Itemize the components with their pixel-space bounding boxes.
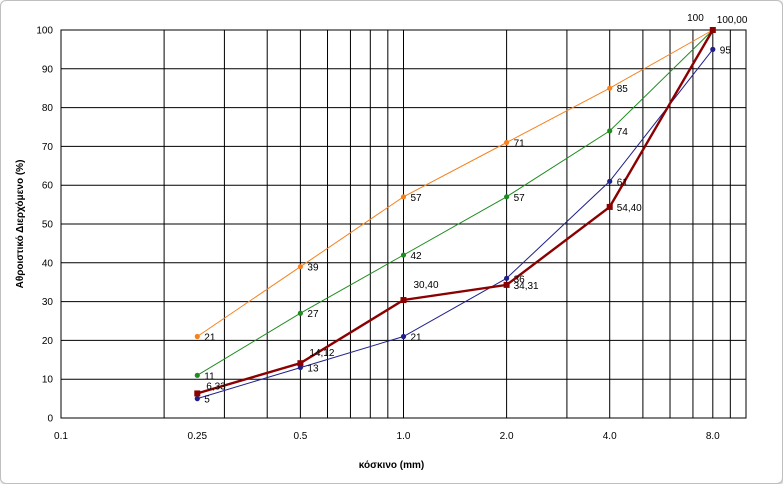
x-axis-ticks: 0.1 0.25 0.5 1.0 2.0 4.0 8.0: [54, 431, 720, 442]
data-point: [709, 27, 716, 33]
data-point: [194, 333, 200, 340]
data-point: [710, 46, 716, 53]
data-point: [297, 264, 303, 270]
y-tick-label: 60: [42, 181, 54, 192]
x-tick-label: 0.25: [188, 431, 208, 442]
plot-area: [60, 29, 747, 419]
data-label: 74: [617, 127, 629, 138]
data-label: 14,12: [309, 348, 334, 359]
x-tick-label: 8.0: [706, 431, 720, 442]
series-line: [196, 29, 714, 395]
data-label: 39: [307, 263, 319, 274]
data-label: 30,40: [414, 280, 439, 291]
data-label: 21: [204, 333, 216, 344]
y-tick-label: 70: [42, 142, 54, 153]
data-label: 100,00: [717, 15, 748, 26]
data-point: [504, 139, 510, 146]
series-1: [194, 27, 716, 340]
data-point: [400, 297, 407, 304]
data-label: 42: [411, 251, 423, 262]
x-tick-label: 2.0: [500, 431, 514, 442]
data-point: [504, 275, 510, 281]
data-point: [606, 203, 613, 210]
data-label: 34,31: [514, 281, 539, 292]
y-tick-label: 80: [42, 103, 54, 114]
series-line: [197, 29, 714, 337]
data-label: 71: [514, 139, 526, 150]
data-label: 61: [617, 177, 629, 188]
y-tick-label: 100: [36, 26, 53, 37]
data-point: [504, 194, 510, 200]
data-label: 95: [720, 45, 732, 56]
x-tick-label: 1.0: [397, 431, 411, 442]
x-axis-title: κόσκινο (mm): [359, 460, 424, 471]
data-label: 57: [411, 193, 423, 204]
data-point: [607, 128, 613, 134]
data-labels: 21 39 57 71 85 100 11 27 42 57 74 5 13 21 36 61 95 6,33 14…: [204, 13, 748, 406]
data-label: 5: [204, 395, 210, 406]
y-tick-label: 90: [42, 64, 54, 75]
y-tick-label: 30: [42, 297, 54, 308]
series-line: [197, 49, 714, 400]
y-tick-label: 50: [42, 220, 54, 231]
data-point: [400, 194, 407, 200]
data-label: 13: [307, 364, 319, 375]
y-tick-label: 10: [42, 375, 54, 386]
series-3: [194, 46, 716, 402]
data-label: 27: [307, 309, 319, 320]
data-point: [297, 364, 303, 371]
data-point: [607, 85, 613, 91]
series-4: [194, 27, 716, 397]
data-label: 57: [514, 193, 526, 204]
y-tick-label: 20: [42, 336, 54, 347]
data-point: [400, 333, 407, 340]
series-2: [194, 27, 716, 378]
data-point: [503, 281, 510, 288]
data-point: [194, 372, 200, 378]
series-line: [197, 29, 714, 376]
y-tick-label: 0: [47, 414, 53, 425]
data-label: 54,40: [617, 203, 642, 214]
data-point: [297, 310, 303, 316]
data-label: 21: [411, 333, 423, 344]
x-tick-label: 4.0: [603, 431, 617, 442]
data-point: [607, 178, 613, 184]
y-axis-ticks: 0 10 20 30 40 50 60 70 80 90 100: [36, 26, 53, 425]
data-point: [400, 252, 407, 258]
grid: [61, 29, 746, 419]
data-point: [194, 390, 201, 397]
data-label: 6,33: [206, 381, 226, 392]
x-tick-label: 0.5: [293, 431, 307, 442]
data-point: [297, 360, 304, 367]
y-tick-label: 40: [42, 258, 54, 269]
x-tick-label: 0.1: [54, 431, 68, 442]
series: [194, 27, 716, 402]
data-label: 100: [687, 13, 704, 24]
y-axis-title: Αθροιστικό Διερχόμενο (%): [15, 160, 26, 289]
data-label: 85: [617, 84, 629, 95]
data-point: [194, 396, 200, 402]
data-label: 36: [514, 274, 526, 285]
data-label: 11: [204, 371, 215, 382]
